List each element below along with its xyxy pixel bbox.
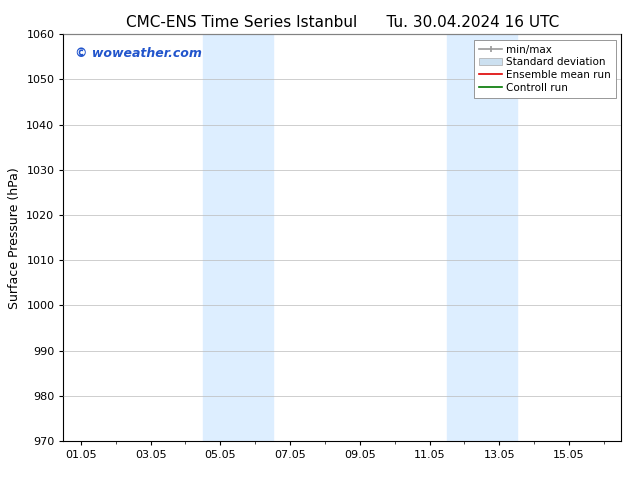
Bar <box>203 34 273 441</box>
Y-axis label: Surface Pressure (hPa): Surface Pressure (hPa) <box>8 167 21 309</box>
Bar <box>447 34 517 441</box>
Legend: min/max, Standard deviation, Ensemble mean run, Controll run: min/max, Standard deviation, Ensemble me… <box>474 40 616 98</box>
Title: CMC-ENS Time Series Istanbul      Tu. 30.04.2024 16 UTC: CMC-ENS Time Series Istanbul Tu. 30.04.2… <box>126 15 559 30</box>
Text: © woweather.com: © woweather.com <box>75 47 202 59</box>
